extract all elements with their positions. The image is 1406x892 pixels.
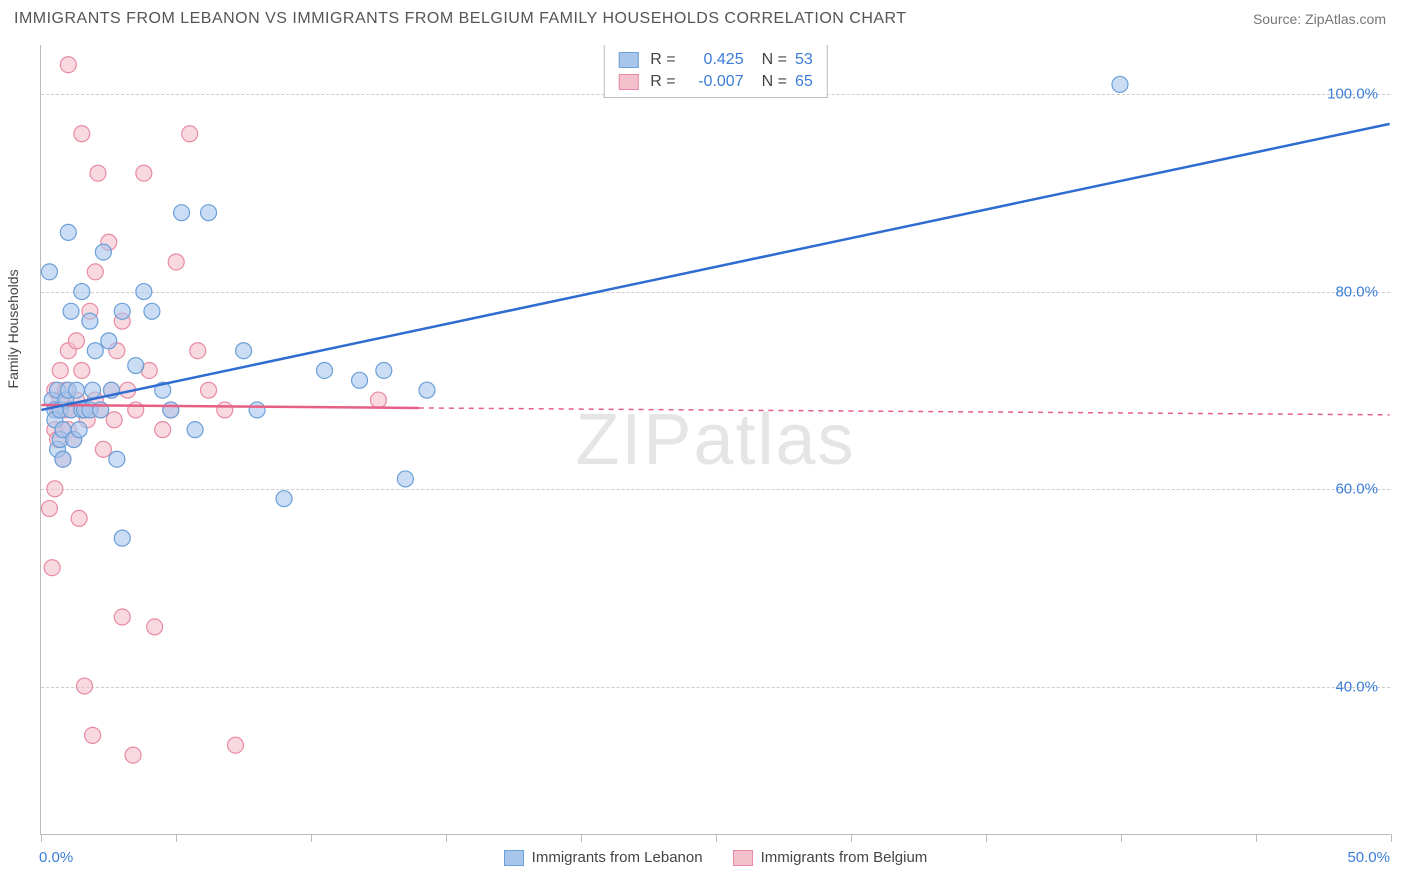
data-point: [228, 737, 244, 753]
data-point: [317, 362, 333, 378]
x-tick: [311, 834, 312, 842]
x-tick: [986, 834, 987, 842]
data-point: [1112, 76, 1128, 92]
data-point: [147, 619, 163, 635]
legend-n-label-2: N =: [762, 73, 787, 91]
legend-bottom-item-2: Immigrants from Belgium: [733, 849, 928, 866]
x-tick: [1121, 834, 1122, 842]
data-point: [41, 264, 57, 280]
data-point: [68, 382, 84, 398]
data-point: [77, 678, 93, 694]
data-point: [174, 205, 190, 221]
data-point: [71, 510, 87, 526]
chart-title: IMMIGRANTS FROM LEBANON VS IMMIGRANTS FR…: [14, 10, 907, 28]
plot-svg: [41, 45, 1390, 834]
data-point: [125, 747, 141, 763]
data-point: [44, 560, 60, 576]
regression-line-solid: [41, 124, 1389, 410]
legend-bottom-label-1: Immigrants from Lebanon: [532, 849, 703, 866]
data-point: [87, 264, 103, 280]
legend-bottom-swatch-pink: [733, 850, 753, 866]
data-point: [109, 451, 125, 467]
data-point: [74, 126, 90, 142]
chart-container: Family Households ZIPatlas R = 0.425 N =…: [40, 45, 1390, 835]
data-point: [397, 471, 413, 487]
data-point: [82, 313, 98, 329]
x-tick: [41, 834, 42, 842]
data-point: [190, 343, 206, 359]
data-point: [136, 165, 152, 181]
legend-bottom: Immigrants from Lebanon Immigrants from …: [41, 849, 1390, 866]
data-point: [201, 205, 217, 221]
legend-r-value-2: -0.007: [684, 73, 744, 91]
legend-bottom-label-2: Immigrants from Belgium: [761, 849, 928, 866]
data-point: [114, 303, 130, 319]
data-point: [87, 343, 103, 359]
legend-correlation-box: R = 0.425 N = 53 R = -0.007 N = 65: [603, 45, 827, 98]
x-tick: [716, 834, 717, 842]
data-point: [106, 412, 122, 428]
x-tick: [581, 834, 582, 842]
data-point: [419, 382, 435, 398]
data-point: [71, 422, 87, 438]
data-point: [187, 422, 203, 438]
data-point: [370, 392, 386, 408]
data-point: [376, 362, 392, 378]
data-point: [74, 284, 90, 300]
x-tick: [851, 834, 852, 842]
data-point: [63, 303, 79, 319]
legend-r-value-1: 0.425: [684, 51, 744, 69]
data-point: [95, 244, 111, 260]
legend-bottom-item-1: Immigrants from Lebanon: [504, 849, 703, 866]
x-tick: [1256, 834, 1257, 842]
chart-source: Source: ZipAtlas.com: [1253, 11, 1386, 27]
data-point: [101, 333, 117, 349]
legend-r-label-1: R =: [650, 51, 675, 69]
data-point: [128, 358, 144, 374]
data-point: [52, 362, 68, 378]
data-point: [74, 362, 90, 378]
data-point: [47, 481, 63, 497]
legend-n-value-2: 65: [795, 73, 813, 91]
legend-r-label-2: R =: [650, 73, 675, 91]
x-tick: [1391, 834, 1392, 842]
legend-n-value-1: 53: [795, 51, 813, 69]
data-point: [95, 441, 111, 457]
data-point: [144, 303, 160, 319]
data-point: [114, 530, 130, 546]
x-tick: [446, 834, 447, 842]
data-point: [68, 333, 84, 349]
legend-bottom-swatch-blue: [504, 850, 524, 866]
legend-n-label-1: N =: [762, 51, 787, 69]
legend-row-series1: R = 0.425 N = 53: [618, 49, 812, 71]
x-tick: [176, 834, 177, 842]
data-point: [90, 165, 106, 181]
data-point: [352, 372, 368, 388]
data-point: [249, 402, 265, 418]
data-point: [41, 501, 57, 517]
data-point: [60, 57, 76, 73]
data-point: [236, 343, 252, 359]
data-point: [85, 382, 101, 398]
legend-swatch-blue: [618, 52, 638, 68]
data-point: [168, 254, 184, 270]
data-point: [201, 382, 217, 398]
data-point: [85, 727, 101, 743]
data-point: [276, 491, 292, 507]
data-point: [55, 451, 71, 467]
chart-header: IMMIGRANTS FROM LEBANON VS IMMIGRANTS FR…: [0, 0, 1406, 36]
y-axis-label: Family Households: [5, 269, 21, 388]
regression-line-dashed: [419, 408, 1390, 415]
data-point: [155, 422, 171, 438]
data-point: [217, 402, 233, 418]
data-point: [60, 224, 76, 240]
data-point: [182, 126, 198, 142]
data-point: [114, 609, 130, 625]
legend-row-series2: R = -0.007 N = 65: [618, 71, 812, 93]
data-point: [136, 284, 152, 300]
data-point: [163, 402, 179, 418]
legend-swatch-pink: [618, 74, 638, 90]
data-point: [128, 402, 144, 418]
